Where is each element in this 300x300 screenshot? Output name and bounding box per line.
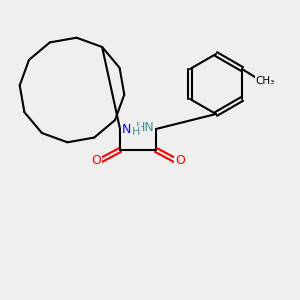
Text: H: H (132, 127, 141, 137)
Text: N: N (122, 122, 131, 136)
Text: HN: HN (136, 121, 154, 134)
Text: O: O (91, 154, 101, 167)
Text: O: O (175, 154, 185, 167)
Text: CH₃: CH₃ (256, 76, 275, 86)
